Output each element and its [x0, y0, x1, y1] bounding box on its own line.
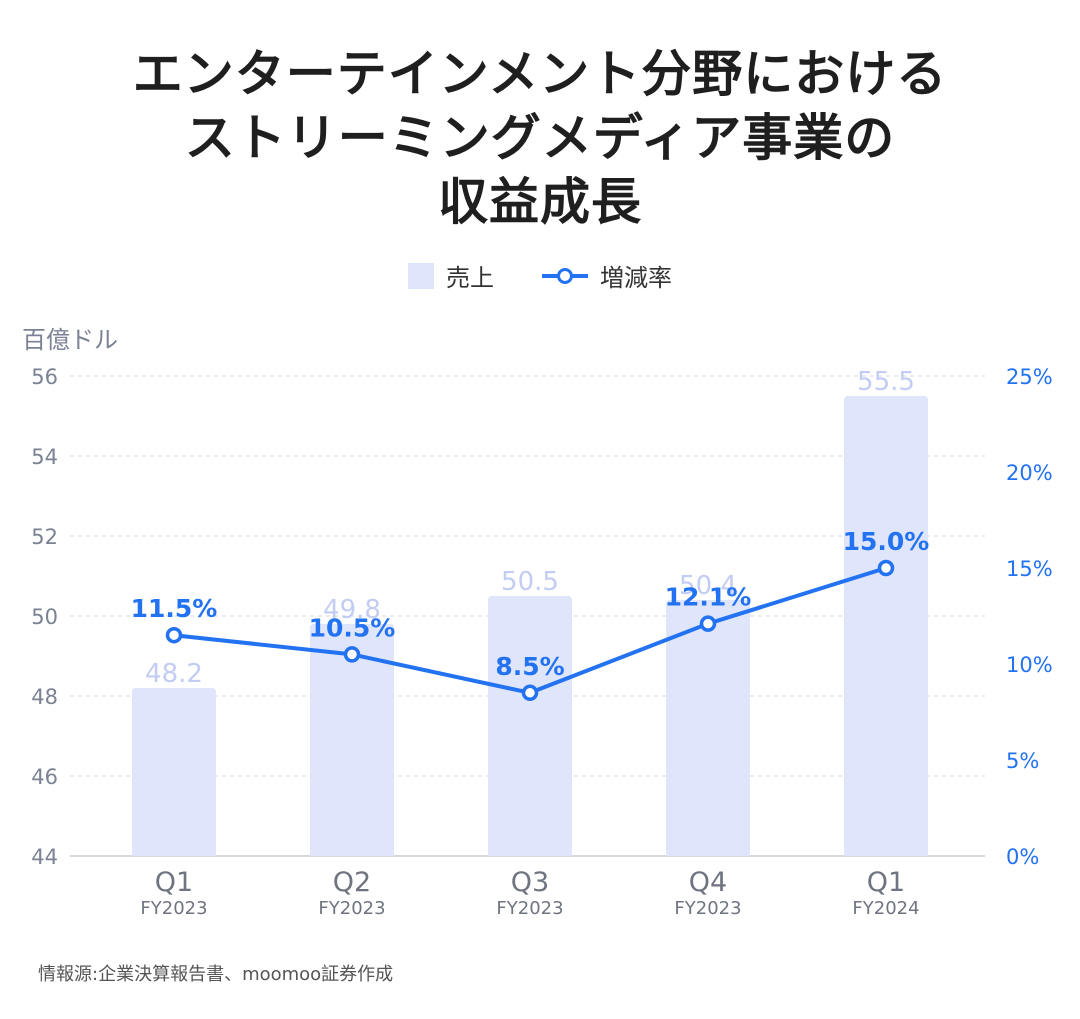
legend-item-growth: 増減率	[542, 258, 672, 293]
bar	[666, 600, 750, 856]
growth-point	[343, 646, 361, 663]
bar	[310, 624, 394, 856]
growth-point	[165, 626, 183, 644]
y-right-tick-label: 5%	[1006, 749, 1039, 773]
y-left-tick-label: 44	[31, 845, 58, 869]
bar-value-label: 49.8	[323, 595, 381, 625]
x-tick-sublabel: FY2023	[674, 898, 741, 919]
y-right-tick-label: 20%	[1006, 461, 1053, 485]
x-tick-sublabel: FY2023	[496, 898, 563, 919]
legend-bar-swatch	[408, 262, 434, 289]
growth-point	[877, 559, 895, 577]
bar	[488, 596, 572, 856]
y-right-tick-label: 0%	[1006, 845, 1039, 869]
x-tick-label: Q2	[333, 867, 371, 898]
growth-value-label: 8.5%	[495, 652, 564, 681]
legend-label-revenue: 売上	[446, 264, 494, 292]
growth-point	[699, 615, 717, 632]
growth-value-label: 11.5%	[131, 594, 218, 623]
legend-item-revenue: 売上	[408, 258, 494, 293]
x-tick-sublabel: FY2023	[318, 898, 385, 919]
x-tick-sublabel: FY2023	[140, 898, 207, 919]
bar-value-label: 48.2	[145, 659, 203, 689]
growth-value-label: 12.1%	[665, 583, 752, 612]
x-tick-label: Q3	[511, 867, 549, 898]
y-left-tick-label: 54	[31, 445, 58, 469]
y-left-tick-label: 56	[31, 365, 58, 389]
bar-value-label: 50.4	[679, 571, 737, 601]
y-left-tick-label: 46	[31, 765, 58, 789]
legend: 売上 増減率	[0, 258, 1080, 293]
x-tick-label: Q1	[867, 867, 905, 898]
y-right-tick-label: 10%	[1006, 653, 1053, 677]
title-line-3: 収益成長	[438, 173, 642, 231]
growth-point	[521, 684, 539, 702]
title-line-2: ストリーミングメディア事業の	[184, 109, 896, 167]
y-left-tick-label: 48	[31, 685, 58, 709]
y-right-tick-label: 25%	[1006, 365, 1053, 389]
y-axis-unit-label: 百億ドル	[22, 326, 118, 354]
y-left-tick-label: 52	[31, 525, 58, 549]
legend-label-growth: 増減率	[600, 264, 672, 292]
chart-title: エンターテインメント分野における ストリーミングメディア事業の 収益成長	[0, 42, 1080, 234]
bar-value-label: 55.5	[857, 367, 915, 397]
x-tick-sublabel: FY2024	[852, 898, 919, 919]
bar	[132, 688, 216, 856]
bar	[844, 396, 928, 856]
bar-value-label: 50.5	[501, 567, 559, 597]
growth-value-label: 15.0%	[843, 527, 930, 556]
title-line-1: エンターテインメント分野における	[132, 45, 948, 103]
x-tick-label: Q1	[155, 867, 193, 898]
x-tick-label: Q4	[689, 867, 727, 898]
y-right-tick-label: 15%	[1006, 557, 1053, 581]
y-left-tick-label: 50	[31, 605, 58, 629]
growth-value-label: 10.5%	[309, 613, 396, 642]
legend-line-swatch	[542, 266, 588, 286]
source-note: 情報源:企業決算報告書、moomoo証券作成	[38, 964, 394, 985]
